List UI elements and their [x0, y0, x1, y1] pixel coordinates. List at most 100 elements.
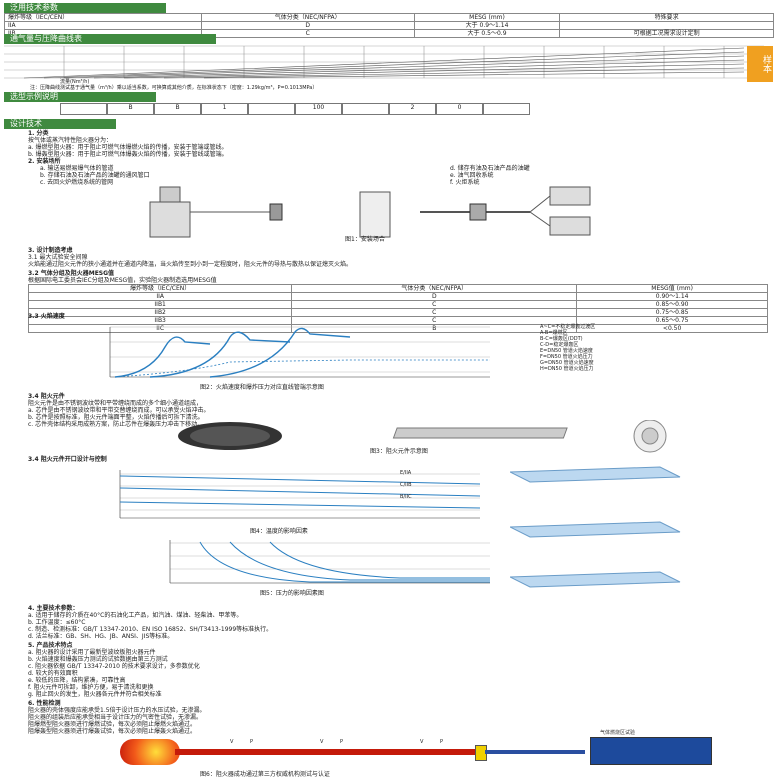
- sensor-label: P: [340, 739, 344, 745]
- spec-table: 爆炸等级（IEC/CEN） 气体分类（NEC/NFPA） MESG (mm) 特殊要求…: [4, 13, 774, 38]
- text-line: b. 爆轰型阻火器：用于阻止可燃气体爆轰火焰的传播，安装于管线或管端。: [28, 151, 228, 158]
- text-line: 根据国际电工委员会IEC分组及MESG值，实验阻火器制造选用MESG值: [28, 277, 217, 284]
- heading-design-manufacture: 3. 设计制造考虑: [28, 247, 73, 254]
- sensor-label: V: [230, 739, 234, 745]
- flame-speed-chart: [109, 326, 490, 378]
- text-line: a. 适用于储存的介质在40°C的石油化工产品，如汽油、煤油、轻柴油、甲苯等。: [28, 612, 243, 619]
- text-paragraph: 火焰能通过阻火元件的狭小通道并在通道内降温，当火焰传至到小到一定程度时，阻火元件…: [28, 261, 353, 268]
- text-line: 阻火器的组装后应能承受相当于设计压力的气密性试验，无渗漏。: [28, 714, 203, 721]
- section-header-pressure: 通气量与压降曲线表: [4, 34, 216, 44]
- legend-item: A~C=不稳定爆轰过渡区: [540, 324, 596, 330]
- table-cell: IIC: [27, 324, 293, 333]
- table-cell: 0.90～1.14: [576, 292, 768, 301]
- section-header-design: 设计技术: [4, 119, 116, 129]
- selection-strip: B B 1 100 2 0: [60, 103, 560, 115]
- text-line: a. 爆燃型阻火器：用于阻止可燃气体爆燃火焰的传播，安装于管端或管线。: [28, 144, 228, 151]
- selection-cell: [60, 103, 107, 115]
- selection-cell: [483, 103, 530, 115]
- table-cell: <0.50: [576, 324, 768, 333]
- text-line: 阻爆燃型阻火器须进行爆燃试验，每次必须阻止爆燃火焰通过。: [28, 721, 197, 728]
- sensor-label: V: [420, 739, 424, 745]
- selection-cell: [342, 103, 389, 115]
- table-cell: B: [291, 324, 578, 333]
- table-cell: 大于 0.5～0.9: [413, 29, 561, 38]
- text-line: b. 存储石油及石油产品的油罐的通风管口: [40, 172, 150, 179]
- legend-item: F=DN50 管道火焰压力: [540, 354, 593, 360]
- text-line: d. 储存有油及石油产品的油罐: [450, 165, 530, 172]
- heading-performance: 6. 性能检测: [28, 700, 61, 707]
- text-line: 按气体或蒸汽特性阻火器分为：: [28, 137, 113, 144]
- legend-item: G=DN50 管道火焰速度: [540, 360, 594, 366]
- selection-cell: [248, 103, 295, 115]
- text-line: c. 制造、检测标准：GB/T 13347-2010、EN ISO 16852、…: [28, 626, 273, 633]
- table-cell: 0.85～0.90: [576, 300, 768, 309]
- figure-1-caption: 图1：安装场合: [345, 236, 385, 243]
- table-cell: 爆炸等级（IEC/CEN）: [4, 13, 202, 22]
- selection-cell: 0: [436, 103, 483, 115]
- element-section-figure: [510, 466, 681, 588]
- pressure-chart: [169, 540, 490, 584]
- legend-item: B-C=爆轰区(DDT): [540, 336, 583, 342]
- test-pipe: [175, 749, 475, 755]
- flame-icon: [120, 739, 180, 765]
- test-rig-figure: 气体燃烧区试验 V P V P V P: [120, 730, 720, 768]
- section-header-specs: 泛用技术参数: [4, 3, 166, 13]
- figure-6-caption: 图6：阻火器成功通过第三方权威机构测试与认证: [200, 771, 330, 778]
- table-cell: 特殊要求: [559, 13, 774, 22]
- legend-item: E=DN50 管道火焰速度: [540, 348, 593, 354]
- text-line: a. 输送易燃易爆气体的管道: [40, 165, 114, 172]
- figure-4-caption: 图4：温度的影响因素: [250, 528, 308, 535]
- text-line: b. 工作温度：≤60°C: [28, 619, 86, 626]
- table-cell: IIA: [27, 292, 293, 301]
- text-line: g. 阻止回火的发生，阻火器各元件并符合相关标准: [28, 691, 162, 698]
- figure-5-caption: 图5：压力的影响因素图: [260, 590, 324, 597]
- text-line: f. 阻火元件可拆卸，维护方便，易于清洗和更换: [28, 684, 154, 691]
- installation-figure: [149, 186, 591, 238]
- legend-item: A-B=爆燃区: [540, 330, 568, 336]
- temperature-chart: [119, 470, 481, 519]
- section-header-selection: 选型示例说明: [4, 92, 156, 102]
- selection-cell: B: [107, 103, 154, 115]
- figure-3-caption: 图3：阻火元件示意图: [370, 448, 428, 455]
- heading-flame-speed: 3.3 火焰速度: [28, 313, 65, 320]
- side-tag: 样本: [747, 46, 773, 82]
- test-vessel: [590, 737, 712, 765]
- mesg-table: 爆炸等级（IEC/CEN） 气体分类（NEC/NFPA） MESG值 (mm) II…: [27, 284, 768, 333]
- text-line: c. 去回火炉燃烧系统的管网: [40, 179, 114, 186]
- heading-parameters: 4. 主要技术参数：: [28, 605, 79, 612]
- heading-gas-group: 3.2 气体分组及阻火器MESG值: [28, 270, 115, 277]
- legend-item: H=DN50 管道火焰压力: [540, 366, 594, 372]
- table-cell: D: [291, 292, 578, 301]
- figure-2-caption: 图2：火焰速度和爆炸压力对应直线管端示意图: [200, 384, 324, 391]
- text-line: a. 芯件是由不锈钢波纹带和平带交替缠绕而成，可以承受火焰冲击。: [28, 407, 210, 414]
- heading-installation: 2. 安装场所: [28, 158, 61, 165]
- sensor-label: P: [250, 739, 254, 745]
- text-line: a. 阻火器的设计采用了最新型波纹板阻火器元件: [28, 649, 156, 656]
- heading-opening-design: 3.4 阻火元件开口设计与控制: [28, 456, 107, 463]
- vessel-label: 气体燃烧区试验: [600, 730, 636, 736]
- legend-item: C-D=稳定爆轰区: [540, 342, 579, 348]
- text-line: 阻火器的壳体强度应能承受1.5倍于设计压力的水压试验，无渗漏。: [28, 707, 206, 714]
- text-line: b. 芯件是按照标准，阻火元件端面平整，火焰传播后可拆下清洗。: [28, 414, 204, 421]
- text-line: 阻爆轰型阻火器须进行爆轰试验，每次必须阻止爆轰火焰通过。: [28, 728, 197, 735]
- text-line: e. 较低的压降，结构紧凑，可靠性高: [28, 677, 126, 684]
- table-cell: D: [200, 21, 415, 30]
- text-line: 阻火元件是由不锈钢波纹带和平带缠绕而成的多个细小通道组成，: [28, 400, 203, 407]
- table-cell: 0.75～0.85: [576, 308, 768, 317]
- table-cell: 可根据工况需求设计定制: [559, 29, 774, 38]
- series-label: E/IIA: [400, 470, 412, 476]
- downstream-pipe: [485, 750, 585, 754]
- heading-mesg: 3.1 最大试验安全间隙: [28, 254, 88, 261]
- table-header: 爆炸等级（IEC/CEN）: [27, 284, 293, 293]
- table-header: MESG值 (mm): [576, 284, 768, 293]
- chart-note: 注：压降曲线测试基于通气量（m³/h）乘以适当系数，可换算成其他介质，在标准状态…: [30, 85, 318, 91]
- text-line: f. 火炬系统: [450, 179, 480, 186]
- heading-flame-element: 3.4 阻火元件: [28, 393, 65, 400]
- text-line: c. 芯件壳体结构采用成熟方案，防止芯件在爆轰压力冲击下移动。: [28, 421, 204, 428]
- flame-legend: A~C=不稳定爆轰过渡区 A-B=爆燃区 B-C=爆轰区(DDT) C-D=稳定…: [540, 324, 595, 372]
- selection-cell: 1: [201, 103, 248, 115]
- table-header: 气体分类（NEC/NFPA）: [291, 284, 578, 293]
- sensor-label: V: [320, 739, 324, 745]
- table-cell: [559, 21, 774, 30]
- selection-cell: 2: [389, 103, 436, 115]
